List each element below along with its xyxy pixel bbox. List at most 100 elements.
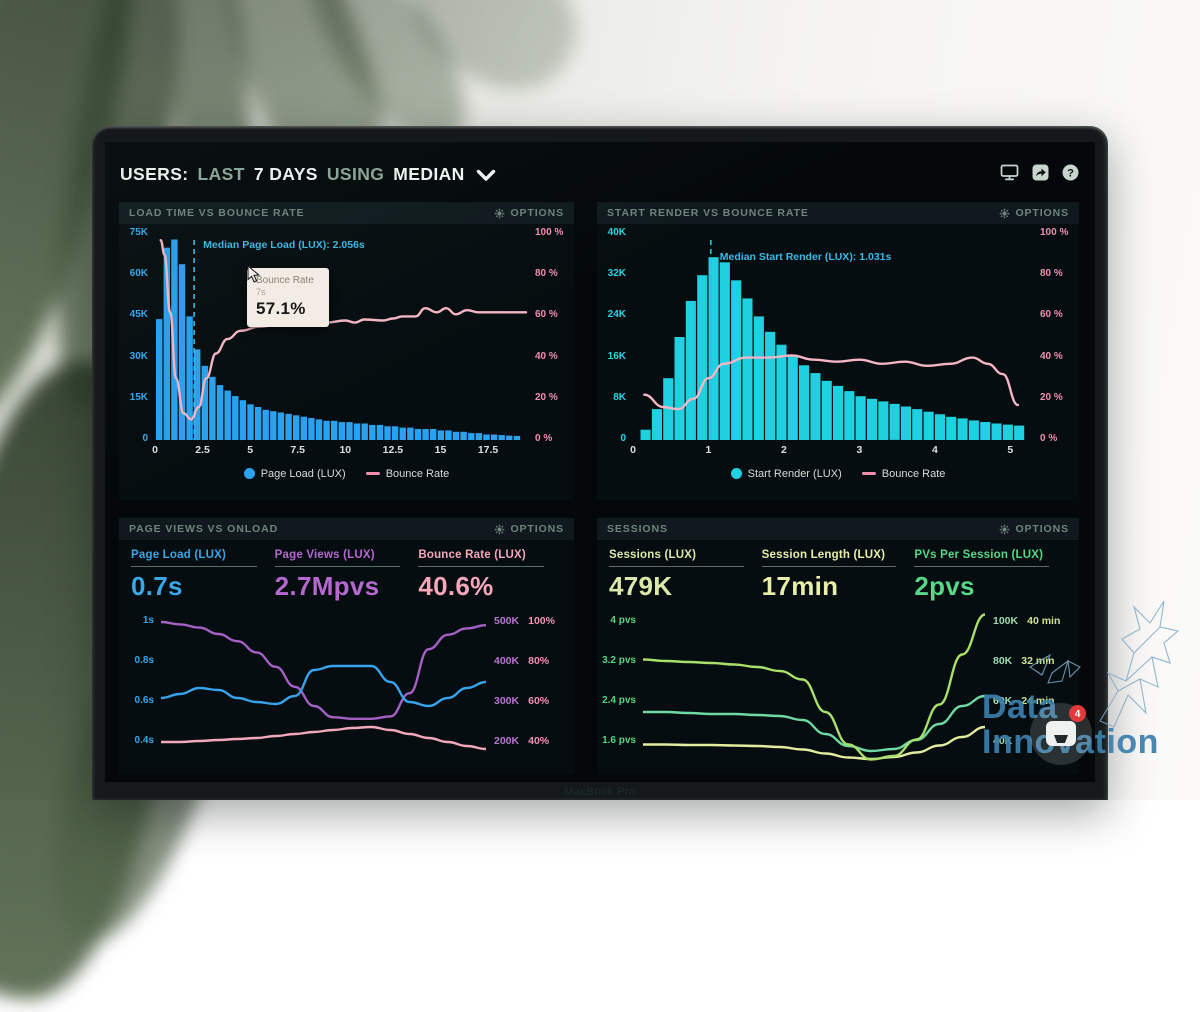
axis-tick-label: 0.6s [135,695,154,706]
axis-tick-label: 2.5 [195,444,210,456]
axis-tick-label: 0 [620,433,626,444]
metric-strip: Sessions (LUX) 479K Session Length (LUX)… [597,540,1079,606]
axis-tick-label: 10 [339,444,351,456]
chart-tooltip: Bounce Rate 7s 57.1% [247,268,329,327]
axis-tick-label: 5 [1007,444,1013,456]
panel-start-render-vs-bounce-rate: START RENDER VS BOUNCE RATE OPTIONS 40K 3… [597,202,1079,500]
gear-icon [494,208,505,219]
metric-sessions: Sessions (LUX) 479K [609,549,762,606]
legend-item[interactable]: Bounce Rate [862,468,946,480]
axis-tick-label: 45K [130,309,148,320]
axis-tick-label: 100 % [1040,227,1068,238]
axis-tick-label: 4 pvs [610,615,636,626]
axis-tick-label: 0 [142,433,148,444]
x-axis: 0 2.5 5 7.5 10 12.5 15 17.5 [155,440,528,456]
title-using: USING [327,164,384,185]
axis-tick-label: 16K [608,351,626,362]
svg-text:?: ? [1067,167,1074,179]
legend-item[interactable]: Page Load (LUX) [244,468,346,480]
axis-tick-label: 100 % [535,227,563,238]
laptop: USERS: LAST 7 DAYS USING MEDIAN ? LOAD T… [92,126,1108,800]
metric-strip: Page Load (LUX) 0.7s Page Views (LUX) 2.… [119,540,574,606]
axis-tick-label: 0 [152,444,158,456]
svg-text:Median Start Render (LUX): 1.0: Median Start Render (LUX): 1.031s [720,251,892,263]
legend-dot-swatch [244,468,255,479]
legend-item[interactable]: Bounce Rate [366,468,450,480]
chart-plot[interactable] [161,612,486,762]
axis-tick-label: 0.8s [135,655,154,666]
panel-title: START RENDER VS BOUNCE RATE [607,207,809,219]
title-last: LAST [198,164,245,185]
axis-tick-label: 17.5 [478,444,498,456]
users-range-dropdown[interactable]: USERS: LAST 7 DAYS USING MEDIAN [120,164,496,185]
metric-page-views: Page Views (LUX) 2.7Mpvs [275,549,419,606]
axis-tick-label: 5 [247,444,253,456]
axis-tick-label: 4 [932,444,938,456]
options-button[interactable]: OPTIONS [999,523,1069,535]
dashboard-screen: USERS: LAST 7 DAYS USING MEDIAN ? LOAD T… [105,142,1095,782]
axis-tick-label: 1 [706,444,712,456]
gear-icon [999,524,1010,535]
axis-tick-label: 60K [130,268,148,279]
y-axis-right: 100 %80 %60 %40 %20 %0 % [528,234,574,440]
axis-tick-label: 20 % [535,392,558,403]
axis-tick-label: 1s [143,615,154,626]
svg-text:Median Page Load (LUX): 2.056s: Median Page Load (LUX): 2.056s [203,239,365,251]
axis-tick-label: 0 % [1040,433,1057,444]
axis-tick-label: 7.5 [290,444,305,456]
chart-plot[interactable]: Median Start Render (LUX): 1.031s [633,234,1033,440]
options-button[interactable]: OPTIONS [494,207,564,219]
legend-label: Start Render (LUX) [748,468,842,480]
axis-tick-label: 80 % [1040,268,1063,279]
y-axis-left: 1s 0.8s 0.6s 0.4s [119,612,161,762]
help-icon[interactable]: ? [1062,164,1079,181]
legend: Start Render (LUX) Bounce Rate [597,456,1079,482]
axis-tick-label: 40 % [535,351,558,362]
axis-tick-label: 15K [130,392,148,403]
legend: Page Load (LUX) Bounce Rate [119,456,574,482]
axis-tick-label: 0 [630,444,636,456]
title-median: MEDIAN [393,164,464,185]
legend-line-swatch [366,472,380,475]
axis-tick-label: 32K [608,268,626,279]
panel-title: SESSIONS [607,523,668,535]
axis-tick-label: 2.4 pvs [602,695,636,706]
chart-plot[interactable] [643,612,985,762]
metric-bounce-rate: Bounce Rate (LUX) 40.6% [418,549,562,606]
axis-tick-label: 15 [435,444,447,456]
legend-label: Bounce Rate [882,468,946,480]
title-7days: 7 DAYS [254,164,318,185]
title-users: USERS: [120,164,189,185]
panel-load-time-vs-bounce-rate: LOAD TIME VS BOUNCE RATE OPTIONS 75K 60K 4… [119,202,574,500]
axis-tick-label: 0.4s [135,735,154,746]
chart-plot[interactable]: Median Page Load (LUX): 2.056s Bounce Ra… [155,234,528,440]
axis-tick-label: 0 % [535,433,552,444]
axis-tick-label: 40K [608,227,626,238]
axis-tick-label: 80 % [535,268,558,279]
axis-tick-label: 30K [130,351,148,362]
axis-tick-label: 12.5 [383,444,403,456]
axis-tick-label: 75K [130,227,148,238]
display-icon[interactable] [1000,164,1019,181]
options-button[interactable]: OPTIONS [999,207,1069,219]
y-axis-right: 100 %80 %60 %40 %20 %0 % [1033,234,1079,440]
axis-tick-label: 8K [613,392,626,403]
laptop-brand-label: MacBook Pro [92,786,1108,798]
share-icon[interactable] [1032,164,1049,181]
gear-icon [494,524,505,535]
legend-label: Bounce Rate [386,468,450,480]
options-button[interactable]: OPTIONS [494,523,564,535]
axis-tick-label: 60 % [1040,309,1063,320]
gear-icon [999,208,1010,219]
legend-item[interactable]: Start Render (LUX) [731,468,842,480]
panel-title: LOAD TIME VS BOUNCE RATE [129,207,304,219]
metric-pvs-per-session: PVs Per Session (LUX) 2pvs [914,549,1067,606]
